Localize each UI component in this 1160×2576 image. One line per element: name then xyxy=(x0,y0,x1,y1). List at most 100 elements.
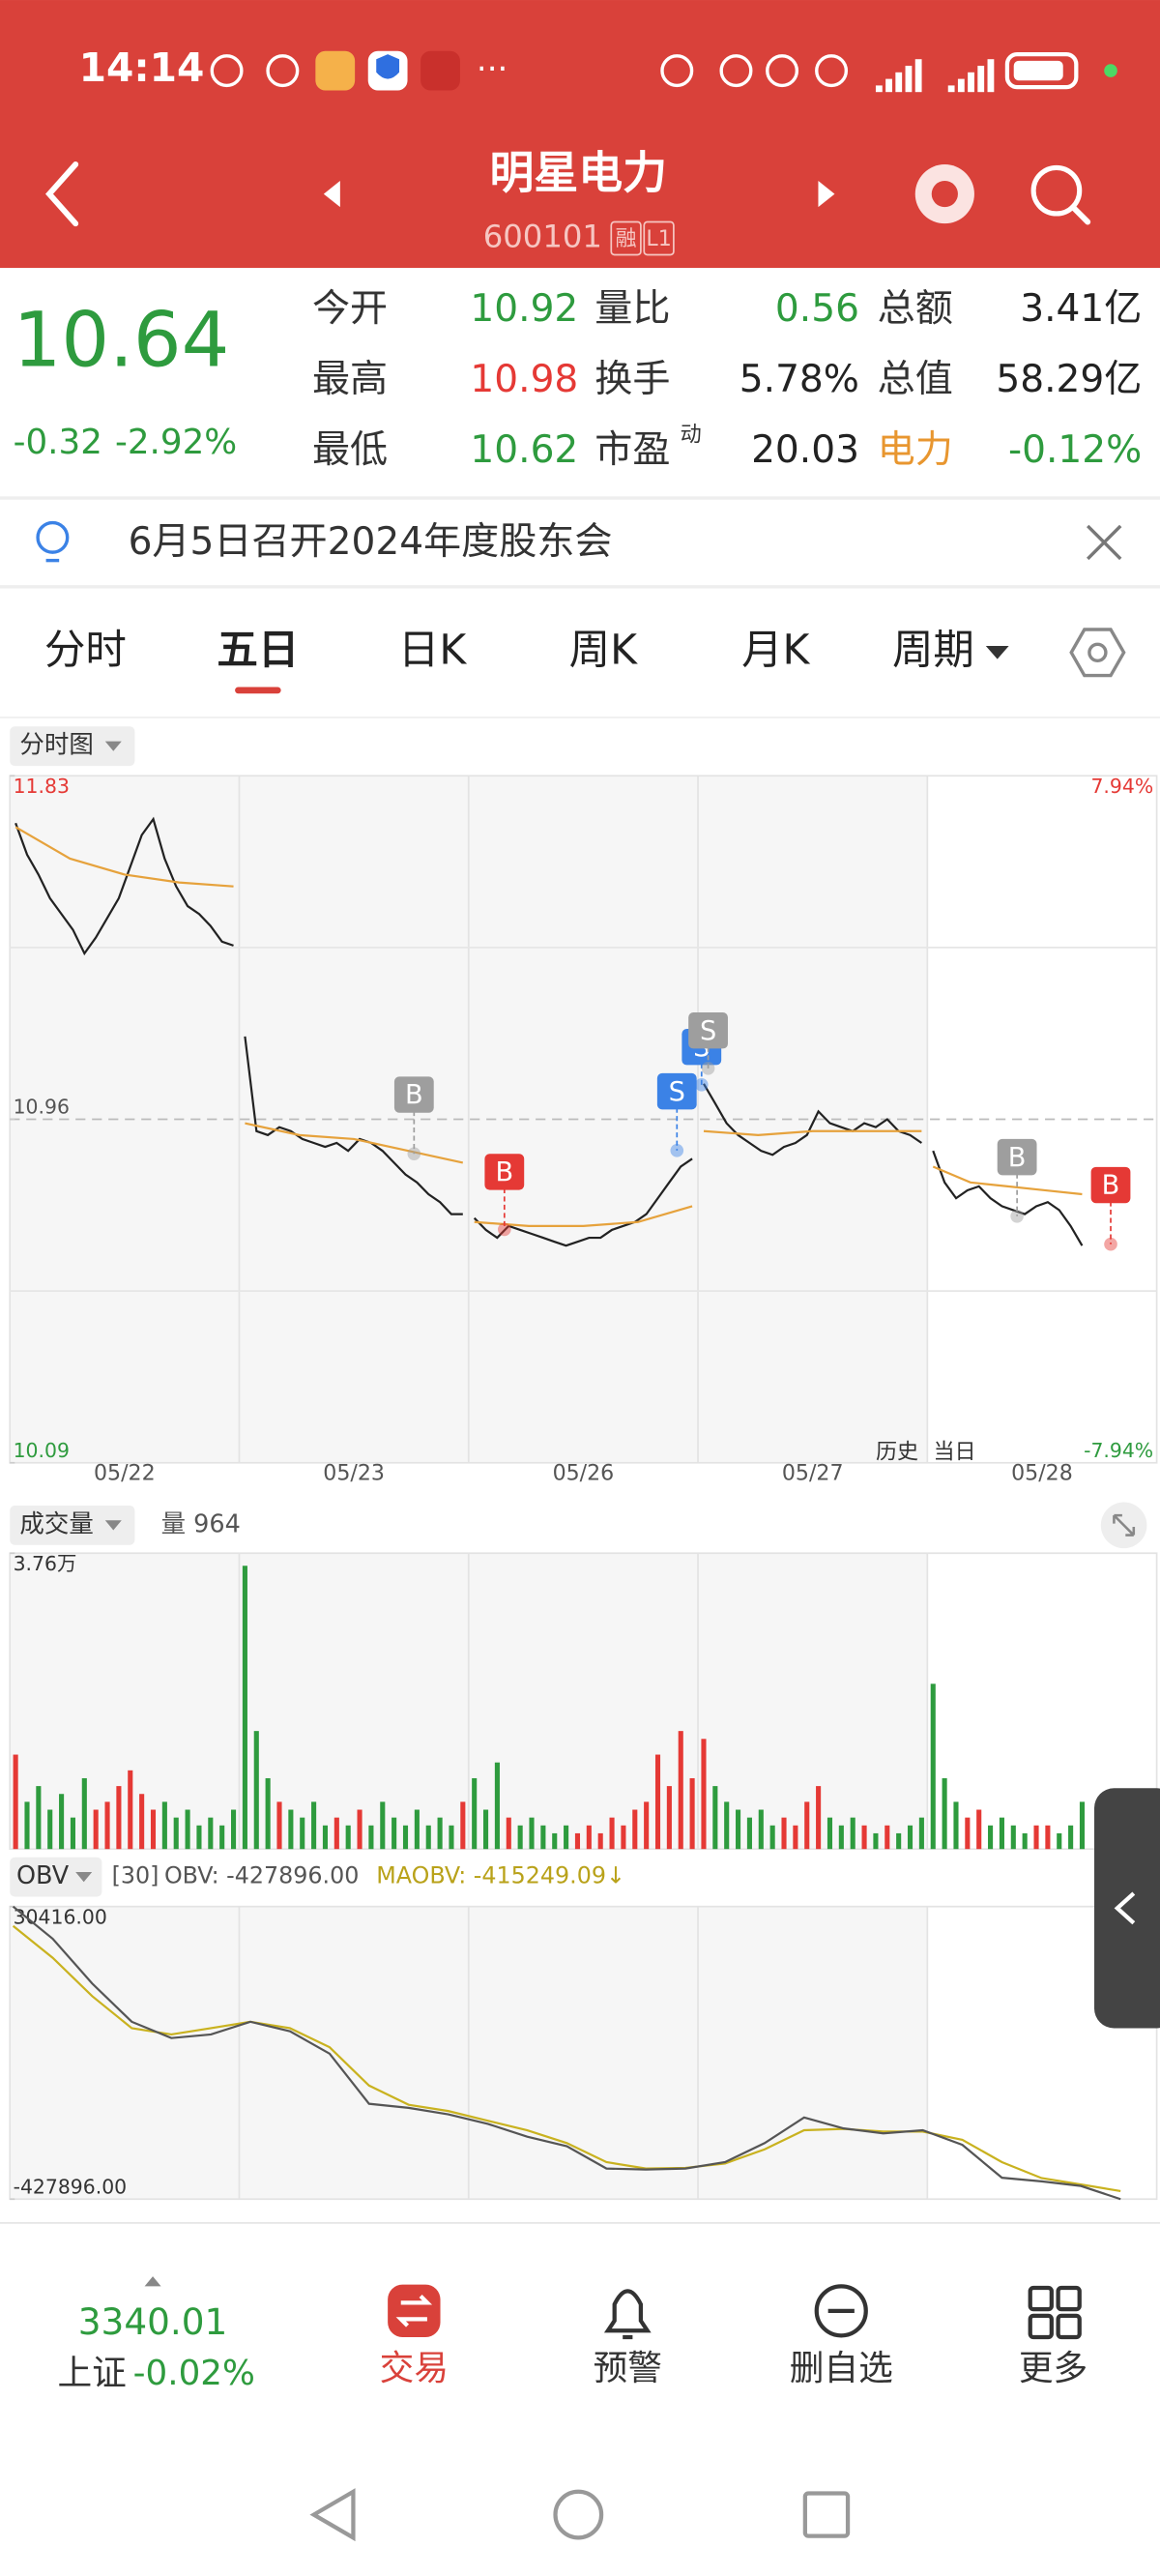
volume-bar xyxy=(139,1794,145,1850)
chart-label-bg xyxy=(10,1857,102,1897)
tab: 日K xyxy=(398,627,467,674)
avg-line xyxy=(245,1122,464,1164)
more-icon[interactable] xyxy=(1028,2285,1054,2312)
volume-bar xyxy=(334,1817,339,1850)
trade-mark[interactable] xyxy=(1090,1166,1131,1204)
volume-bar xyxy=(13,1754,18,1850)
trade-mark[interactable] xyxy=(997,1138,1037,1176)
divider xyxy=(0,2222,1160,2224)
price-line xyxy=(473,1157,693,1247)
status-icon xyxy=(420,50,460,91)
trade-mark[interactable] xyxy=(393,1076,434,1113)
signal-bar xyxy=(987,59,995,93)
chart-label-bg xyxy=(10,726,135,767)
field-value: 0.56 xyxy=(775,287,859,331)
today-label: 当日 xyxy=(933,1440,975,1465)
field-value: 20.03 xyxy=(751,428,859,472)
signal-bar xyxy=(968,72,974,93)
volume-bar xyxy=(357,1809,362,1850)
index-caret xyxy=(144,2276,161,2287)
search-icon[interactable] xyxy=(1030,164,1083,217)
alert-icon[interactable] xyxy=(603,2289,652,2340)
next-stock[interactable] xyxy=(818,180,835,208)
remove-icon[interactable] xyxy=(814,2284,868,2338)
status-icon xyxy=(660,54,694,88)
volume-bar xyxy=(586,1825,592,1850)
notice-close[interactable] xyxy=(1087,524,1122,561)
nav-back[interactable] xyxy=(309,2488,356,2542)
history-label: 历史 xyxy=(876,1440,918,1465)
more-icon[interactable] xyxy=(1056,2285,1082,2312)
volume-bar xyxy=(483,1809,489,1850)
pct-label: 7.94% xyxy=(1090,775,1153,798)
trade-mark-dot xyxy=(694,1078,709,1092)
back-button[interactable] xyxy=(45,161,79,227)
field-label: 最高 xyxy=(312,358,388,401)
y-tick-label: 10.96 xyxy=(14,1096,70,1119)
tab: 五日 xyxy=(217,627,299,674)
volume-bar xyxy=(758,1809,764,1850)
trade-icon[interactable] xyxy=(388,2284,441,2338)
field-label: 电力 xyxy=(878,428,953,472)
bottom-bar-bg xyxy=(0,2222,1160,2576)
stock-code: 600101 xyxy=(483,218,602,254)
signal-bar xyxy=(895,72,903,93)
volume-bar xyxy=(161,1801,167,1850)
volume-bar xyxy=(1010,1825,1016,1850)
volume-bar xyxy=(150,1809,157,1850)
volume-bar xyxy=(517,1825,523,1850)
badge xyxy=(610,220,642,256)
status-icon xyxy=(315,50,356,91)
volume-bar xyxy=(437,1817,443,1850)
chart-label-bg xyxy=(10,1505,135,1545)
nav-recent[interactable] xyxy=(802,2491,851,2538)
tab: 周期 xyxy=(892,627,974,674)
maobv-value: MAOBV: -415249.09↓ xyxy=(376,1862,625,1889)
field-value: 3.41亿 xyxy=(1020,287,1142,331)
mascot-eye xyxy=(931,180,958,208)
side-drawer[interactable] xyxy=(1094,1788,1160,2029)
more-icon[interactable] xyxy=(1028,2313,1054,2340)
settings-icon[interactable] xyxy=(1069,628,1126,678)
divider xyxy=(0,717,1160,718)
nav-home[interactable] xyxy=(553,2489,604,2540)
avg-line xyxy=(703,1129,922,1136)
x-tick-label: 05/28 xyxy=(1011,1461,1073,1486)
volume-bar xyxy=(276,1801,282,1850)
volume-bar xyxy=(311,1801,317,1850)
signal-bar xyxy=(875,85,883,93)
volume-bar xyxy=(999,1817,1004,1850)
field-value: 5.78% xyxy=(740,358,859,401)
price-line xyxy=(244,1036,463,1215)
badge xyxy=(643,220,675,256)
volume-bar xyxy=(976,1809,982,1850)
trade-mark[interactable] xyxy=(484,1154,525,1190)
x-tick-label: 05/22 xyxy=(94,1461,156,1486)
volume-bar xyxy=(81,1777,87,1850)
volume-bar xyxy=(70,1817,75,1850)
volume-bar xyxy=(781,1817,787,1850)
volume-bar xyxy=(345,1825,351,1850)
volume-bar xyxy=(736,1809,741,1850)
trade-mark[interactable] xyxy=(656,1072,697,1110)
volume-current: 量 964 xyxy=(161,1509,241,1538)
field-value: 10.92 xyxy=(470,287,578,331)
side-drawer-arrow xyxy=(1114,1891,1136,1925)
y-tick-label: -427896.00 xyxy=(14,2175,128,2198)
volume-bar xyxy=(288,1809,294,1850)
notice-icon xyxy=(36,520,70,554)
more-icon[interactable] xyxy=(1056,2313,1082,2340)
panel-border xyxy=(9,1552,1158,1851)
volume-bar xyxy=(609,1817,615,1850)
signal-bar xyxy=(914,59,922,93)
volume-bar xyxy=(804,1801,810,1850)
divider xyxy=(0,496,1160,500)
trade-mark[interactable] xyxy=(688,1012,728,1049)
bottom-button-label: 交易 xyxy=(380,2349,449,2388)
indicator-period: [30] xyxy=(112,1862,160,1889)
volume-bar xyxy=(36,1786,42,1850)
prev-stock[interactable] xyxy=(323,180,340,208)
field-value: -0.12% xyxy=(1008,428,1142,472)
volume-bar xyxy=(666,1786,672,1850)
tab-indicator xyxy=(235,687,281,694)
